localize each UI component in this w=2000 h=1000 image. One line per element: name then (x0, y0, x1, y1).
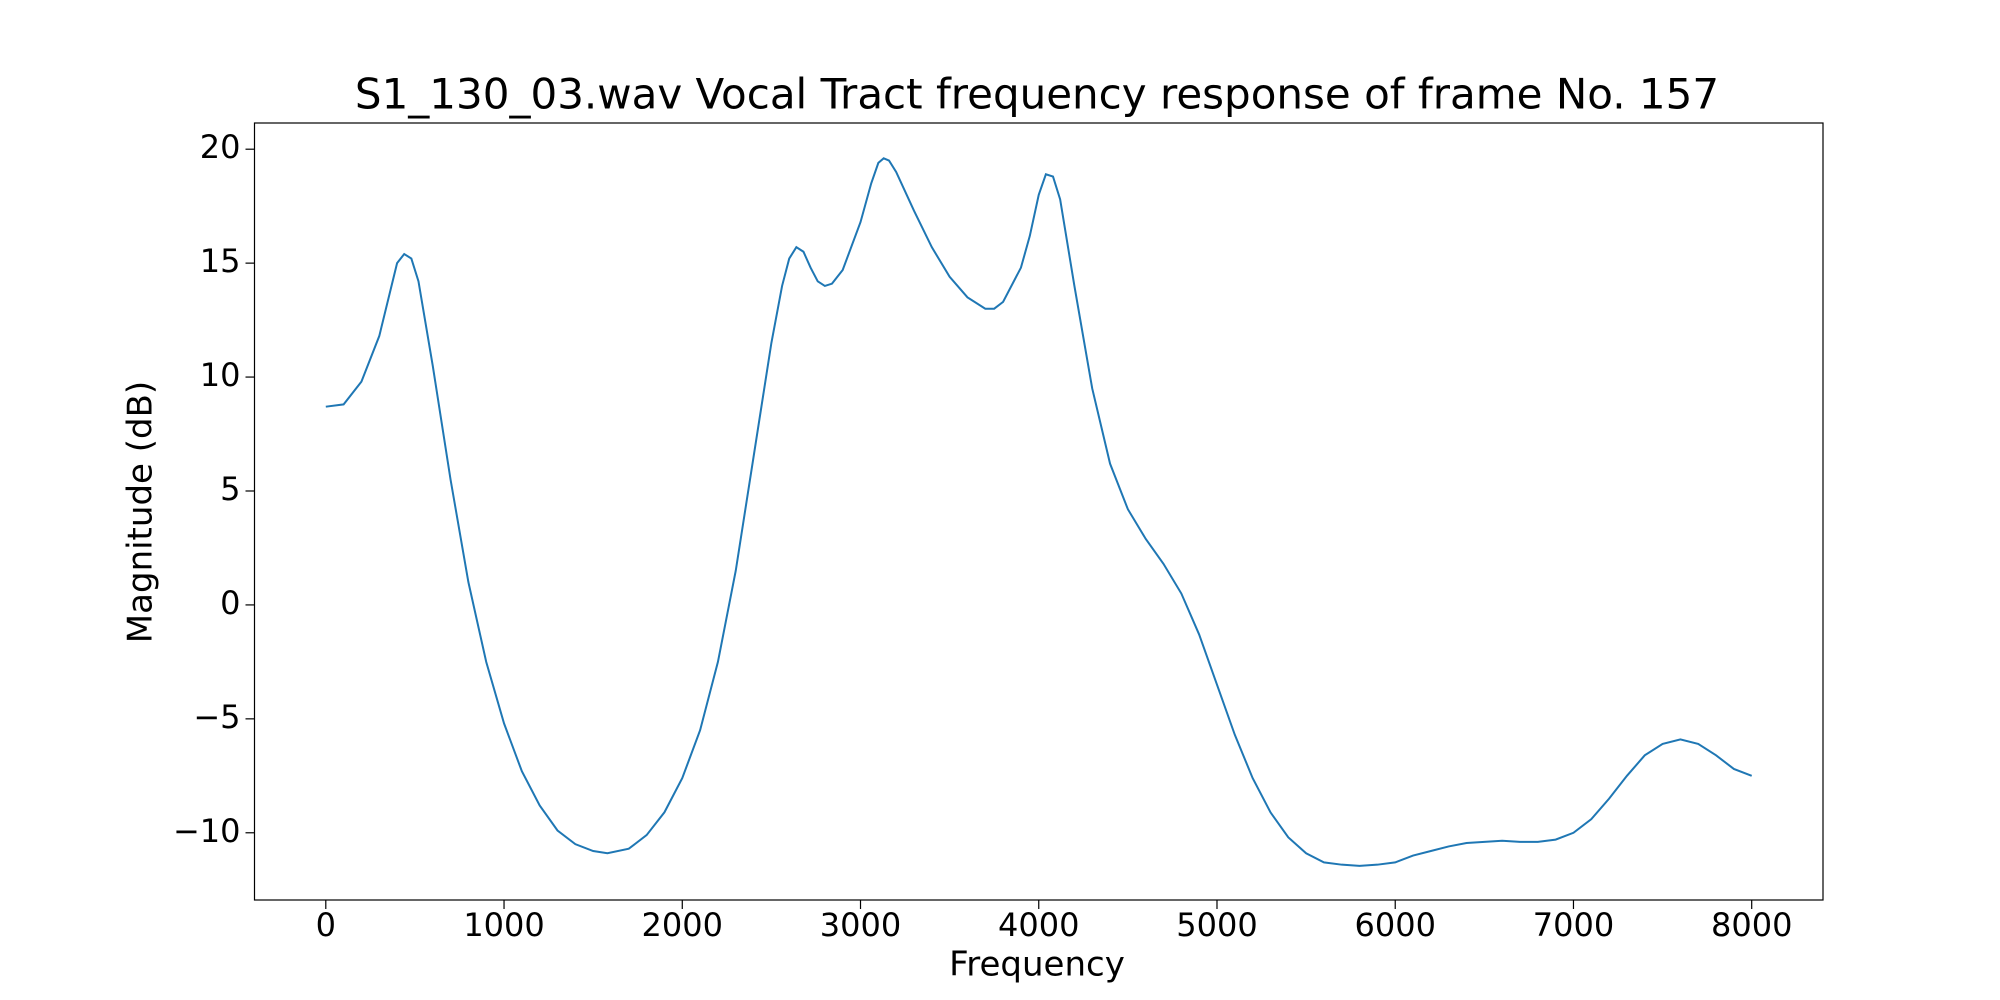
x-axis-label: Frequency (949, 945, 1125, 985)
x-tick-label: 3000 (820, 906, 901, 944)
y-axis-label: Magnitude (dB) (121, 381, 161, 643)
y-tick-label: 10 (200, 356, 241, 394)
y-tick-label: 0 (220, 584, 240, 622)
y-tick-label: 20 (200, 128, 241, 166)
plot-frame (253, 122, 1824, 901)
line-series (325, 157, 1753, 867)
x-tick-label: 2000 (642, 906, 723, 944)
y-tick-label: 15 (200, 242, 241, 280)
x-tick-label: 0 (316, 906, 336, 944)
x-tick-label: 1000 (463, 906, 544, 944)
y-tick-label: −10 (173, 812, 241, 850)
y-tick-label: −5 (193, 698, 240, 736)
x-tick-label: 5000 (1176, 906, 1257, 944)
x-tick-label: 6000 (1355, 906, 1436, 944)
y-tick-label: 5 (220, 470, 240, 508)
chart-title: S1_130_03.wav Vocal Tract frequency resp… (355, 70, 1719, 119)
x-tick-label: 7000 (1533, 906, 1614, 944)
x-tick-label: 4000 (998, 906, 1079, 944)
x-tick-label: 8000 (1711, 906, 1792, 944)
